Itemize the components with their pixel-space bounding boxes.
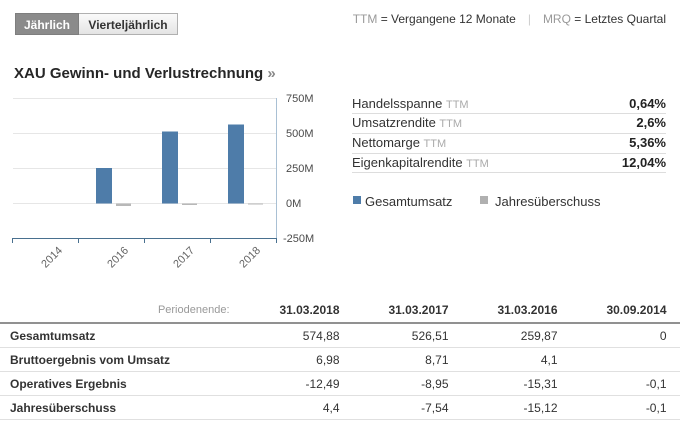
svg-text:250M: 250M — [286, 163, 314, 175]
svg-text:750M: 750M — [286, 93, 314, 105]
svg-text:500M: 500M — [286, 128, 314, 140]
svg-text:0M: 0M — [286, 198, 301, 210]
svg-text:2014: 2014 — [39, 245, 65, 271]
svg-text:2017: 2017 — [171, 245, 197, 271]
svg-text:2018: 2018 — [237, 245, 263, 271]
svg-text:-250M: -250M — [283, 233, 314, 245]
svg-text:2016: 2016 — [105, 245, 131, 271]
